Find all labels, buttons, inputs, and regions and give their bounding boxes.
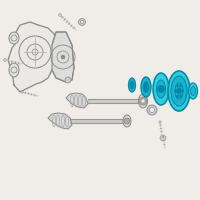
Ellipse shape — [123, 115, 131, 127]
Circle shape — [65, 77, 71, 83]
Ellipse shape — [141, 77, 151, 97]
Polygon shape — [8, 22, 60, 92]
Ellipse shape — [176, 84, 179, 88]
Circle shape — [59, 14, 61, 16]
Ellipse shape — [190, 86, 196, 96]
Ellipse shape — [175, 83, 183, 99]
Ellipse shape — [179, 84, 182, 88]
Ellipse shape — [138, 94, 148, 108]
Ellipse shape — [144, 82, 148, 92]
Circle shape — [80, 21, 84, 23]
Circle shape — [159, 121, 161, 123]
Ellipse shape — [153, 73, 169, 105]
Circle shape — [141, 99, 145, 103]
Ellipse shape — [168, 71, 190, 111]
Circle shape — [61, 55, 65, 59]
Ellipse shape — [156, 80, 166, 98]
Ellipse shape — [179, 94, 182, 98]
Polygon shape — [48, 113, 72, 129]
Ellipse shape — [181, 89, 183, 93]
Circle shape — [158, 86, 164, 92]
Ellipse shape — [150, 108, 154, 112]
Circle shape — [124, 118, 130, 124]
Circle shape — [176, 88, 182, 94]
Polygon shape — [66, 93, 88, 108]
Ellipse shape — [188, 83, 198, 99]
Circle shape — [21, 91, 23, 93]
Polygon shape — [52, 32, 74, 82]
Circle shape — [139, 97, 147, 105]
Ellipse shape — [147, 105, 157, 115]
Circle shape — [160, 135, 166, 141]
Circle shape — [4, 59, 6, 61]
Ellipse shape — [175, 89, 177, 93]
Ellipse shape — [171, 76, 187, 106]
Ellipse shape — [176, 94, 179, 98]
Ellipse shape — [128, 78, 136, 92]
Circle shape — [78, 19, 86, 25]
Ellipse shape — [9, 32, 19, 44]
Circle shape — [162, 136, 164, 138]
Ellipse shape — [130, 81, 134, 89]
Ellipse shape — [9, 63, 19, 77]
